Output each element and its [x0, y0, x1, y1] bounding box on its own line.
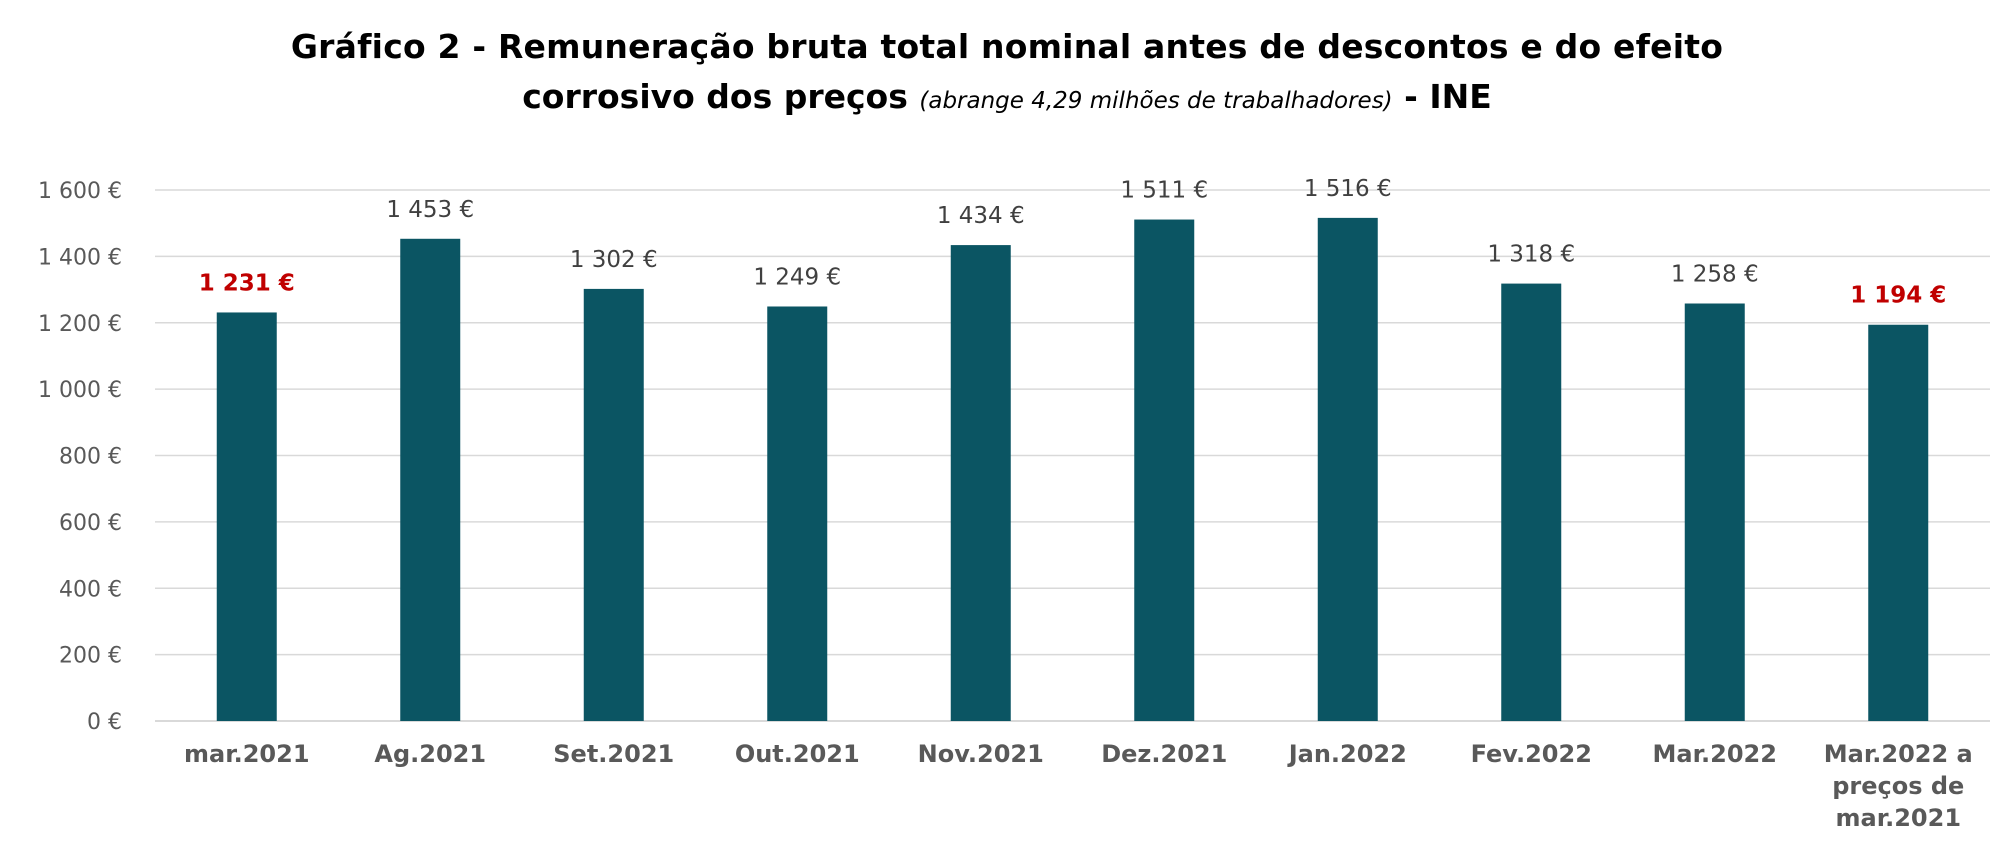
chart-title-line-2: corrosivo dos preços (abrange 4,29 milhõ…	[0, 72, 2014, 126]
chart-title-line-2-main: corrosivo dos preços	[522, 77, 908, 116]
bars	[216, 217, 1929, 722]
data-label: 1 516 €	[1304, 176, 1392, 202]
chart-title-line-1: Gráfico 2 - Remuneração bruta total nomi…	[290, 27, 1724, 66]
gridlines	[155, 189, 1990, 722]
x-tick-label: Jan.2022	[1287, 740, 1407, 768]
data-label: 1 434 €	[937, 203, 1025, 229]
y-tick-label: 1 400 €	[38, 245, 122, 270]
chart-title: Gráfico 2 - Remuneração bruta total nomi…	[0, 22, 2014, 126]
x-tick-label: Mar.2022 a preços de mar.2021	[1824, 740, 1973, 832]
bar	[1501, 283, 1562, 721]
data-label: 1 511 €	[1120, 178, 1208, 204]
bar	[950, 245, 1011, 721]
x-tick-label: Out.2021	[735, 740, 860, 768]
y-tick-label: 600 €	[59, 511, 122, 536]
y-tick-label: 1 600 €	[38, 179, 122, 204]
x-tick-label: mar.2021	[184, 740, 310, 768]
data-label: 1 318 €	[1487, 242, 1575, 268]
x-axis: mar.2021 Ag.2021 Set.2021 Out.2021 Nov.2021 D…	[184, 740, 1973, 832]
bar	[216, 312, 277, 721]
x-tick-label: Set.2021	[553, 740, 674, 768]
y-tick-label: 400 €	[59, 577, 122, 602]
bar	[1317, 217, 1378, 721]
chart-subtitle-note: (abrange 4,29 milhões de trabalhadores)	[919, 88, 1393, 114]
bar	[1868, 324, 1929, 721]
data-label: 1 231 €	[199, 270, 295, 296]
x-tick-label: Dez.2021	[1101, 740, 1227, 768]
x-tick-label: Nov.2021	[918, 740, 1044, 768]
x-tick-label: Mar.2022	[1653, 740, 1777, 768]
bar	[400, 238, 461, 721]
data-labels: 1 231 € 1 453 € 1 302 € 1 249 € 1 434 € 1 511…	[199, 176, 1947, 309]
x-tick-label: Fev.2022	[1471, 740, 1592, 768]
y-axis: 0 € 200 € 400 € 600 € 800 € 1 000 € 1 200 € 1 4…	[38, 179, 122, 735]
y-tick-label: 1 000 €	[38, 378, 122, 403]
data-label: 1 453 €	[386, 197, 474, 223]
data-label: 1 302 €	[570, 247, 658, 273]
y-tick-label: 0 €	[87, 710, 122, 735]
data-label: 1 258 €	[1671, 262, 1759, 288]
y-tick-label: 800 €	[59, 445, 122, 470]
y-tick-label: 1 200 €	[38, 312, 122, 337]
data-label: 1 249 €	[753, 264, 841, 290]
bar	[583, 288, 644, 721]
chart-title-source: - INE	[1404, 77, 1492, 116]
bar	[1134, 219, 1195, 722]
x-tick-label: Ag.2021	[374, 740, 486, 768]
y-tick-label: 200 €	[59, 644, 122, 669]
bar	[1684, 303, 1745, 721]
bar	[767, 306, 828, 721]
data-label: 1 194 €	[1850, 283, 1946, 309]
